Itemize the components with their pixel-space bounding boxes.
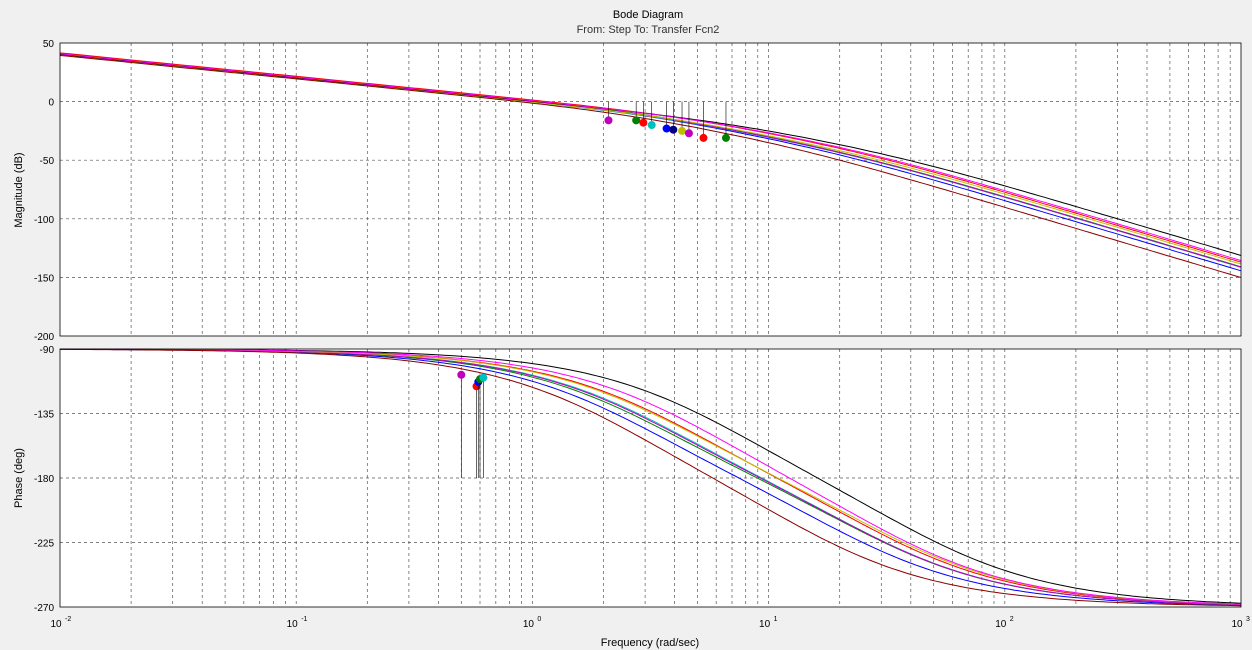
y-tick-label: -90 [40, 345, 55, 356]
x-tick-exponent: 0 [537, 616, 541, 623]
phase-y-ticks: -90 -135 -180 -225 -270 [34, 345, 54, 614]
phase-plot: -90 -135 -180 -225 -270 Phase (deg) [13, 345, 1242, 614]
y-tick-label: -225 [34, 539, 54, 550]
phase-series-line [60, 348, 1242, 605]
phase-series-line [60, 348, 1242, 607]
x-tick-exponent: 1 [774, 616, 778, 623]
margin-marker-dot [721, 133, 730, 142]
x-tick-label: 10 [523, 619, 535, 630]
y-tick-label: 50 [43, 39, 55, 50]
margin-marker-dot [662, 124, 671, 133]
y-tick-label: -50 [40, 156, 55, 167]
margin-marker-dot [632, 116, 641, 125]
magnitude-markers [604, 101, 730, 142]
x-tick-label: 10 [287, 619, 299, 630]
phase-plot-frame [59, 348, 1242, 608]
x-tick-exponent: 2 [1010, 616, 1014, 623]
margin-marker-dot [684, 129, 693, 138]
x-tick-exponent: -2 [65, 616, 71, 623]
frequency-xlabel: Frequency (rad/sec) [601, 637, 699, 649]
phase-grid [60, 349, 1241, 607]
magnitude-series-line [59, 53, 1242, 262]
margin-marker-dot [604, 116, 613, 125]
x-tick-label: 10 [50, 619, 62, 630]
x-tick-label: 10 [759, 619, 771, 630]
margin-marker-dot [639, 118, 648, 127]
magnitude-plot-background [60, 43, 1241, 336]
phase-markers [457, 370, 488, 478]
x-tick-label: 10 [995, 619, 1007, 630]
y-tick-label: -150 [34, 273, 54, 284]
y-tick-label: -135 [34, 410, 54, 421]
margin-marker-dot [479, 373, 488, 382]
y-tick-label: -200 [34, 332, 54, 343]
y-tick-label: -270 [34, 603, 54, 614]
magnitude-plot-frame [59, 42, 1242, 337]
y-tick-label: 0 [48, 98, 54, 109]
frequency-x-ticks: 10 -2 10 -1 10 0 10 1 10 2 10 3 [50, 616, 1250, 630]
margin-marker-dot [669, 125, 678, 134]
chart-title: Bode Diagram [613, 9, 683, 21]
magnitude-grid [60, 43, 1241, 336]
x-tick-exponent: -1 [301, 616, 307, 623]
magnitude-y-ticks: 50 0 -50 -100 -150 -200 [34, 39, 54, 343]
margin-marker-dot [647, 121, 656, 130]
magnitude-ylabel: Magnitude (dB) [13, 152, 25, 227]
margin-marker-dot [678, 126, 687, 135]
magnitude-series [59, 52, 1242, 278]
x-tick-exponent: 3 [1246, 616, 1250, 623]
y-tick-label: -180 [34, 474, 54, 485]
magnitude-series-line [59, 55, 1242, 278]
margin-marker-dot [457, 370, 466, 379]
magnitude-plot: 50 0 -50 -100 -150 -200 Magnitude (dB) [13, 39, 1242, 343]
y-tick-label: -100 [34, 215, 54, 226]
x-tick-label: 10 [1231, 619, 1243, 630]
chart-subtitle: From: Step To: Transfer Fcn2 [577, 24, 720, 36]
margin-marker-dot [699, 133, 708, 142]
phase-ylabel: Phase (deg) [13, 448, 25, 508]
phase-series [59, 348, 1242, 607]
